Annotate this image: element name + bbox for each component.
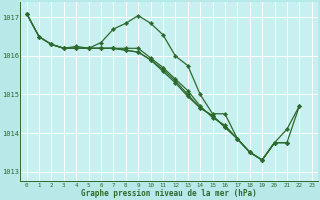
X-axis label: Graphe pression niveau de la mer (hPa): Graphe pression niveau de la mer (hPa): [81, 189, 257, 198]
